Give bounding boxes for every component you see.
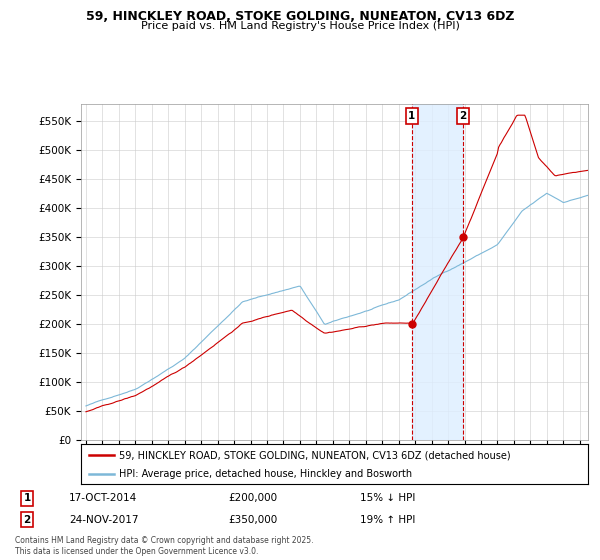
Text: 59, HINCKLEY ROAD, STOKE GOLDING, NUNEATON, CV13 6DZ (detached house): 59, HINCKLEY ROAD, STOKE GOLDING, NUNEAT…	[119, 450, 511, 460]
Text: 15% ↓ HPI: 15% ↓ HPI	[360, 493, 415, 503]
Text: 59, HINCKLEY ROAD, STOKE GOLDING, NUNEATON, CV13 6DZ: 59, HINCKLEY ROAD, STOKE GOLDING, NUNEAT…	[86, 10, 514, 23]
Text: 2: 2	[23, 515, 31, 525]
Bar	[412, 104, 463, 440]
Text: 2: 2	[459, 111, 467, 121]
Text: HPI: Average price, detached house, Hinckley and Bosworth: HPI: Average price, detached house, Hinc…	[119, 469, 412, 479]
Text: £350,000: £350,000	[228, 515, 277, 525]
Text: 1: 1	[408, 111, 415, 121]
Text: £200,000: £200,000	[228, 493, 277, 503]
Text: 24-NOV-2017: 24-NOV-2017	[69, 515, 139, 525]
Text: 17-OCT-2014: 17-OCT-2014	[69, 493, 137, 503]
Text: Price paid vs. HM Land Registry's House Price Index (HPI): Price paid vs. HM Land Registry's House …	[140, 21, 460, 31]
Text: Contains HM Land Registry data © Crown copyright and database right 2025.
This d: Contains HM Land Registry data © Crown c…	[15, 536, 314, 556]
Text: 19% ↑ HPI: 19% ↑ HPI	[360, 515, 415, 525]
Text: 1: 1	[23, 493, 31, 503]
